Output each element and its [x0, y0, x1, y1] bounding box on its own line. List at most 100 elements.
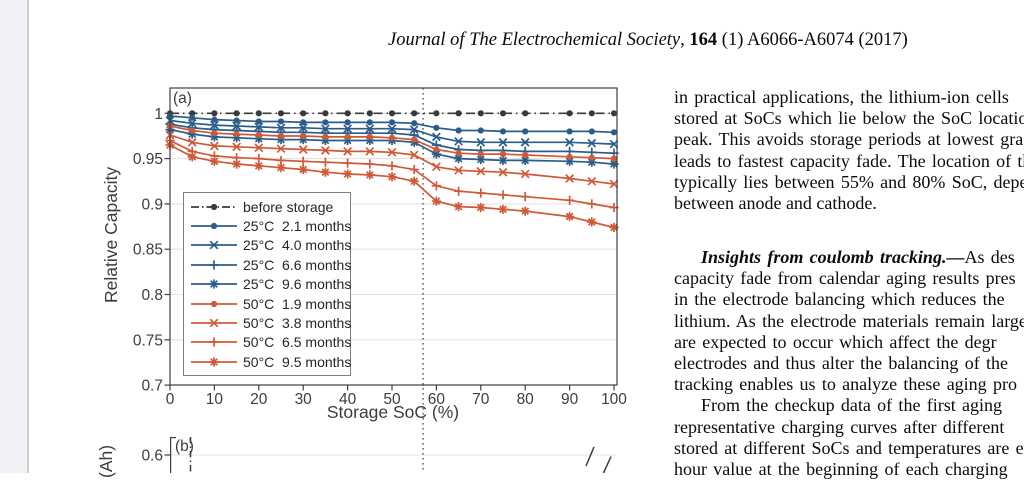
marker-asterisk — [277, 163, 285, 172]
marker-asterisk — [365, 171, 374, 179]
marker-dot — [477, 127, 484, 134]
marker-x — [209, 141, 219, 151]
legend-label: 50°C 6.5 months — [243, 334, 352, 351]
marker-asterisk — [476, 203, 485, 212]
text-line: capacity fade from calendar aging result… — [674, 268, 1016, 289]
legend-label: 50°C 3.8 months — [243, 315, 352, 332]
marker-asterisk — [587, 218, 596, 226]
legend-entry: 25°C 2.1 months — [190, 216, 351, 235]
text-line: peak. This avoids storage periods at low… — [674, 129, 1024, 150]
legend-label: 50°C 9.5 months — [243, 353, 352, 370]
marker-dot — [189, 110, 196, 117]
marker-dot — [322, 133, 329, 140]
marker-x — [587, 138, 597, 148]
legend-line-sample — [191, 203, 237, 210]
marker-dot — [388, 119, 396, 126]
marker-asterisk — [232, 160, 241, 168]
marker-dot — [477, 150, 484, 158]
paragraph-2: Insights from coulomb tracking.—As des ca… — [674, 247, 1024, 480]
marker-dot — [211, 110, 218, 117]
x-axis-label: Storage SoC (%) — [326, 402, 460, 422]
marker-x — [520, 137, 530, 147]
marker-dot — [588, 154, 595, 161]
y-axis-label: Relative Capacity — [101, 166, 121, 303]
x-tick-label: 30 — [295, 391, 313, 408]
text-line: From the checkup data of the first aging — [701, 395, 1003, 416]
legend-line-sample — [191, 357, 237, 367]
text-line: lithium. As the electrode materials rema… — [674, 310, 1024, 331]
legend-marker — [210, 203, 218, 210]
legend-line-sample — [191, 337, 237, 348]
marker-asterisk — [432, 150, 441, 158]
marker-x — [565, 137, 575, 147]
marker-dot — [588, 128, 595, 135]
marker-asterisk — [454, 154, 463, 163]
marker-dot — [300, 132, 307, 140]
y-tick-label: 1 — [154, 106, 163, 123]
y-tick-label: 0.95 — [133, 151, 163, 168]
text-line: between anode and cathode. — [674, 192, 877, 213]
marker-dot — [322, 110, 329, 117]
text-line: stored at SoCs which lie below the SoC l… — [674, 108, 1024, 129]
marker-x — [343, 146, 353, 156]
marker-dot — [411, 110, 418, 117]
journal-header: Journal of The Electrochemical Society, … — [388, 30, 908, 51]
legend-label: 50°C 1.9 months — [243, 295, 352, 312]
marker-x — [320, 146, 330, 155]
marker-asterisk — [321, 168, 330, 177]
y-tick-label: 0.8 — [141, 287, 163, 304]
x-tick-label: 0 — [166, 391, 175, 408]
panel-b-label: (b) — [175, 438, 194, 455]
y-tick-label: 0.7 — [141, 378, 163, 395]
marker-asterisk — [521, 207, 530, 216]
legend-marker — [210, 280, 218, 289]
marker-dot — [477, 110, 484, 117]
marker-dot — [344, 133, 351, 140]
text-line: are expected to occur which affect the d… — [674, 331, 997, 352]
legend-marker — [210, 222, 218, 230]
run-in-heading: Insights from coulomb tracking.— — [701, 247, 965, 267]
marker-asterisk — [343, 170, 352, 178]
text-line: stored at different SoCs and temperature… — [674, 437, 1024, 458]
legend-label: before storage — [243, 198, 334, 215]
legend-line-sample — [191, 222, 237, 230]
axes-frame — [169, 87, 618, 386]
legend-marker — [209, 318, 219, 328]
x-tick-label: 90 — [561, 391, 579, 408]
series-line — [169, 134, 615, 185]
marker-dot — [588, 110, 595, 117]
marker-asterisk — [565, 212, 574, 221]
x-tick-label: 10 — [206, 391, 224, 408]
marker-x — [454, 136, 464, 146]
marker-dot — [388, 134, 396, 141]
marker-dot — [277, 132, 285, 140]
panel-a-label: (a) — [173, 90, 192, 107]
marker-dot — [233, 110, 240, 117]
marker-dot — [366, 133, 373, 140]
text-line: leads to fastest capacity fade. The loca… — [674, 150, 1024, 171]
text-line: in practical applications, the lithium-i… — [674, 87, 1009, 107]
legend-label: 25°C 9.6 months — [243, 276, 352, 293]
text-line: representative charging curves after dif… — [674, 416, 1005, 437]
journal-title: Journal of The Electrochemical Society — [388, 30, 681, 50]
legend-line-sample — [191, 241, 237, 250]
series-line — [169, 119, 615, 145]
marker-dot — [433, 124, 440, 131]
marker-dot — [255, 110, 262, 117]
text-line: typically lies between 55% and 80% SoC, … — [674, 171, 1024, 192]
x-tick-label: 50 — [383, 391, 401, 408]
marker-asterisk — [254, 161, 263, 170]
marker-asterisk — [499, 205, 507, 214]
marker-x — [587, 176, 597, 186]
marker-asterisk — [454, 202, 463, 211]
legend-line-sample — [191, 279, 237, 289]
marker-dot — [433, 146, 440, 153]
legend-entry: before storage — [190, 197, 350, 216]
x-tick-label: 40 — [339, 391, 357, 408]
marker-dot — [300, 110, 307, 117]
marker-x — [232, 142, 242, 152]
marker-asterisk — [610, 160, 618, 168]
marker-dot — [233, 131, 240, 138]
marker-x — [498, 137, 508, 147]
series-line — [169, 115, 615, 134]
